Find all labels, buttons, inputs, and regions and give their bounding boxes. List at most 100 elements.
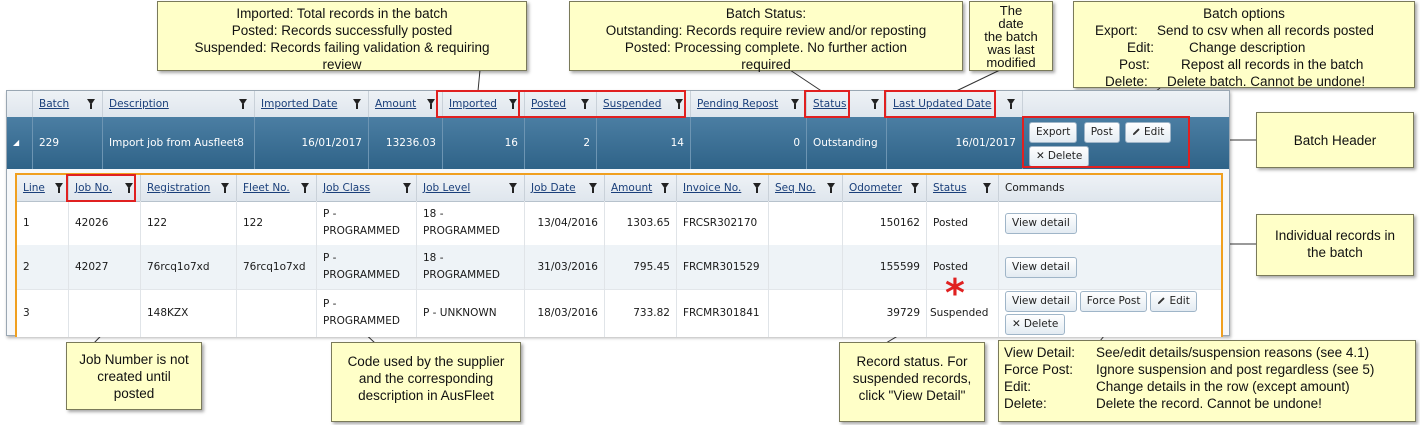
filter-icon[interactable]	[403, 183, 411, 193]
edit-button[interactable]: Edit	[1125, 122, 1172, 143]
commands-callout: View Detail: See/edit details/suspension …	[998, 340, 1416, 422]
delete-label: Delete	[1023, 318, 1059, 330]
column-header-description[interactable]: Description	[103, 91, 255, 117]
table-row: 2 42027 76rcq1o7xd 76rcq1o7xd P - PROGRAM…	[17, 245, 1221, 290]
collapse-triangle-icon[interactable]: ◢	[7, 117, 33, 169]
sort-link[interactable]: Last Updated Date	[893, 98, 992, 110]
filter-icon[interactable]	[221, 183, 229, 193]
batch-grid-header: Batch Description Imported Date Amount I…	[7, 91, 1229, 118]
fleet-no-cell: 122	[237, 201, 317, 245]
sort-link[interactable]: Imported	[449, 98, 497, 110]
filter-icon[interactable]	[353, 99, 361, 109]
sort-link[interactable]: Pending Repost	[697, 98, 779, 110]
column-header-registration[interactable]: Registration	[141, 175, 237, 201]
sort-link[interactable]: Suspended	[603, 98, 662, 110]
column-header-status[interactable]: Status	[807, 91, 887, 117]
column-header-last-updated[interactable]: Last Updated Date	[887, 91, 1023, 117]
force-post-button[interactable]: Force Post	[1079, 291, 1148, 312]
sort-link[interactable]: Posted	[531, 98, 567, 110]
column-header-invoice-no[interactable]: Invoice No.	[677, 175, 769, 201]
job-no-cell: 42026	[69, 201, 141, 245]
option-value: Change description	[1189, 40, 1306, 55]
column-header-posted[interactable]: Posted	[525, 91, 597, 117]
filter-icon[interactable]	[239, 99, 247, 109]
suspended-star-marker: *	[945, 271, 965, 315]
filter-icon[interactable]	[983, 183, 991, 193]
column-header-job-level[interactable]: Job Level	[417, 175, 525, 201]
edit-label: Edit	[1169, 295, 1190, 307]
filter-icon[interactable]	[87, 99, 95, 109]
sort-link[interactable]: Status	[813, 98, 847, 110]
column-header-suspended[interactable]: Suspended	[597, 91, 691, 117]
sort-link[interactable]: Registration	[147, 182, 211, 194]
sort-link[interactable]: Job Level	[423, 182, 471, 194]
filter-icon[interactable]	[589, 183, 597, 193]
column-header-imported-date[interactable]: Imported Date	[255, 91, 369, 117]
individual-records-callout: Individual records in the batch	[1256, 214, 1414, 276]
column-header-amount[interactable]: Amount	[605, 175, 677, 201]
date-callout: The date the batch was last modified	[969, 1, 1053, 71]
edit-button[interactable]: Edit	[1150, 291, 1197, 312]
amount-cell: 795.45	[605, 245, 677, 289]
filter-icon[interactable]	[675, 99, 683, 109]
command-value: Change details in the row (except amount…	[1096, 379, 1350, 394]
filter-icon[interactable]	[509, 183, 517, 193]
job-class-desc: PROGRAMMED	[323, 225, 400, 237]
column-header-status[interactable]: Status	[927, 175, 999, 201]
sort-link[interactable]: Seq No.	[775, 182, 816, 194]
column-header-imported[interactable]: Imported	[443, 91, 525, 117]
job-no-cell: 42027	[69, 245, 141, 289]
column-header-job-class[interactable]: Job Class	[317, 175, 417, 201]
filter-icon[interactable]	[125, 183, 133, 193]
column-header-job-no[interactable]: Job No.	[69, 175, 141, 201]
delete-button[interactable]: ✕ Delete	[1029, 146, 1090, 167]
column-header-job-date[interactable]: Job Date	[525, 175, 605, 201]
sort-link[interactable]: Description	[109, 98, 169, 110]
batch-amount: 13236.03	[369, 117, 443, 169]
delete-button[interactable]: ✕ Delete	[1005, 314, 1066, 335]
sort-link[interactable]: Invoice No.	[683, 182, 742, 194]
callout-line: Job Number is not	[79, 352, 189, 367]
filter-icon[interactable]	[871, 99, 879, 109]
sort-link[interactable]: Odometer	[849, 182, 902, 194]
column-header-pending-repost[interactable]: Pending Repost	[691, 91, 807, 117]
invoice-no-cell: FRCMR301841	[677, 289, 769, 337]
column-header-seq-no[interactable]: Seq No.	[769, 175, 843, 201]
column-header-fleet-no[interactable]: Fleet No.	[237, 175, 317, 201]
filter-icon[interactable]	[581, 99, 589, 109]
filter-icon[interactable]	[911, 183, 919, 193]
sort-link[interactable]: Imported Date	[261, 98, 338, 110]
status-cell: Suspended	[927, 289, 999, 337]
job-no-cell	[69, 289, 141, 337]
filter-icon[interactable]	[661, 183, 669, 193]
column-header-odometer[interactable]: Odometer	[843, 175, 927, 201]
sort-link[interactable]: Amount	[375, 98, 417, 110]
filter-icon[interactable]	[827, 183, 835, 193]
table-row: 3 148KZX P - PROGRAMMED P - UNKNOWN 18/03…	[17, 289, 1221, 337]
view-detail-button[interactable]: View detail	[1005, 291, 1077, 312]
sort-link[interactable]: Job Class	[323, 182, 371, 194]
filter-icon[interactable]	[55, 183, 63, 193]
filter-icon[interactable]	[301, 183, 309, 193]
sort-link[interactable]: Job Date	[531, 182, 576, 194]
filter-icon[interactable]	[427, 99, 435, 109]
sort-link[interactable]: Fleet No.	[243, 182, 290, 194]
export-button[interactable]: Export	[1029, 122, 1078, 143]
column-header-amount[interactable]: Amount	[369, 91, 443, 117]
sort-link[interactable]: Line	[23, 182, 45, 194]
filter-icon[interactable]	[509, 99, 517, 109]
filter-icon[interactable]	[791, 99, 799, 109]
sort-link[interactable]: Status	[933, 182, 967, 194]
sort-link[interactable]: Job No.	[75, 182, 112, 194]
filter-icon[interactable]	[753, 183, 761, 193]
post-button[interactable]: Post	[1083, 122, 1120, 143]
view-detail-button[interactable]: View detail	[1005, 256, 1077, 278]
callout-line: date	[998, 16, 1024, 31]
view-detail-button[interactable]: View detail	[1005, 212, 1077, 234]
sort-link[interactable]: Amount	[611, 182, 653, 194]
column-header-batch[interactable]: Batch	[33, 91, 103, 117]
filter-icon[interactable]	[1007, 99, 1015, 109]
job-level-code: 18 -	[423, 252, 444, 264]
column-header-line[interactable]: Line	[17, 175, 69, 201]
sort-link[interactable]: Batch	[39, 98, 70, 110]
